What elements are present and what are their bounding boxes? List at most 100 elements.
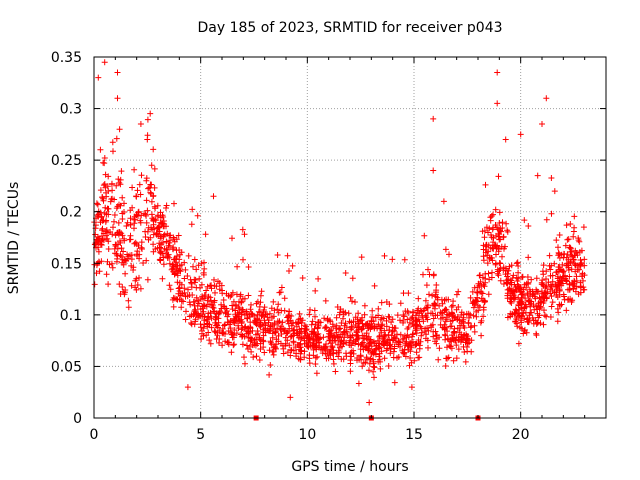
- data-point: [188, 320, 194, 326]
- data-point: [438, 310, 445, 317]
- x-tick-label: 15: [405, 427, 423, 443]
- data-point: [93, 200, 100, 207]
- data-point: [200, 302, 207, 308]
- data-point: [272, 329, 279, 336]
- data-point: [278, 284, 285, 291]
- data-point: [245, 334, 252, 341]
- data-point: [298, 348, 305, 355]
- data-point: [170, 294, 177, 301]
- data-point: [312, 361, 319, 367]
- data-point: [270, 351, 277, 358]
- data-point: [322, 344, 329, 351]
- data-point: [117, 176, 124, 183]
- data-point: [174, 272, 181, 279]
- data-point: [504, 267, 511, 274]
- data-point: [363, 335, 370, 342]
- data-point: [405, 290, 412, 297]
- data-point: [310, 352, 317, 359]
- data-point: [137, 121, 144, 127]
- data-point: [338, 337, 345, 344]
- data-point: [354, 316, 361, 323]
- data-point: [295, 320, 302, 327]
- data-point: [382, 331, 389, 338]
- data-point: [286, 342, 293, 349]
- data-point: [358, 342, 364, 348]
- data-point: [416, 345, 423, 352]
- data-point: [95, 248, 102, 255]
- data-point: [280, 345, 287, 352]
- data-point: [492, 222, 499, 228]
- data-point: [368, 343, 375, 350]
- data-point: [504, 290, 511, 297]
- data-point: [297, 315, 304, 322]
- data-point: [186, 299, 193, 306]
- data-point: [183, 308, 189, 315]
- data-point: [147, 189, 154, 196]
- data-point: [361, 302, 368, 309]
- data-point: [450, 329, 457, 336]
- data-point: [345, 310, 352, 317]
- data-point: [146, 184, 153, 191]
- data-point: [216, 336, 223, 342]
- data-point: [379, 321, 386, 328]
- data-point: [473, 313, 480, 320]
- data-point: [481, 234, 488, 241]
- data-point: [354, 324, 361, 331]
- data-point: [282, 340, 289, 347]
- data-point: [449, 302, 456, 309]
- data-point: [176, 279, 183, 286]
- data-point: [274, 252, 281, 258]
- data-point: [253, 353, 260, 360]
- data-point: [540, 262, 547, 269]
- data-point: [370, 368, 377, 375]
- data-point: [504, 228, 511, 235]
- data-point: [404, 316, 411, 323]
- data-point: [270, 313, 277, 320]
- data-point: [446, 251, 452, 258]
- data-point: [571, 278, 578, 285]
- y-tick-label: 0.3: [60, 102, 82, 118]
- data-point: [548, 175, 555, 181]
- data-point: [134, 187, 141, 194]
- data-point: [511, 296, 518, 303]
- data-point: [116, 126, 123, 133]
- data-point: [213, 283, 220, 290]
- data-point: [134, 252, 141, 259]
- data-point: [394, 312, 401, 319]
- data-point: [291, 326, 298, 333]
- data-point: [254, 298, 261, 305]
- data-point: [512, 318, 519, 325]
- data-point: [383, 323, 390, 330]
- data-point: [301, 354, 308, 361]
- data-point: [515, 340, 522, 347]
- data-point: [297, 328, 304, 335]
- data-point: [525, 297, 532, 304]
- data-point: [421, 232, 428, 239]
- data-point: [313, 346, 320, 353]
- data-point: [524, 316, 530, 323]
- data-point: [231, 341, 238, 348]
- x-tick-label: 20: [512, 427, 530, 443]
- data-point: [389, 256, 396, 263]
- data-point: [549, 278, 556, 285]
- data-point: [244, 311, 251, 318]
- data-point: [409, 314, 416, 321]
- data-point: [514, 281, 521, 288]
- data-point: [380, 341, 387, 348]
- data-point: [141, 210, 148, 217]
- data-point: [130, 267, 137, 273]
- data-point: [245, 292, 252, 299]
- data-point: [192, 306, 199, 313]
- data-point: [113, 182, 120, 189]
- data-point: [121, 200, 127, 207]
- data-point: [444, 344, 450, 351]
- data-point: [538, 288, 545, 295]
- data-point: [434, 332, 440, 339]
- data-point: [495, 245, 502, 252]
- data-point: [231, 327, 238, 333]
- data-point: [371, 347, 378, 354]
- data-point: [567, 221, 574, 227]
- data-point: [484, 260, 491, 267]
- data-point: [100, 197, 107, 204]
- data-point: [539, 268, 546, 275]
